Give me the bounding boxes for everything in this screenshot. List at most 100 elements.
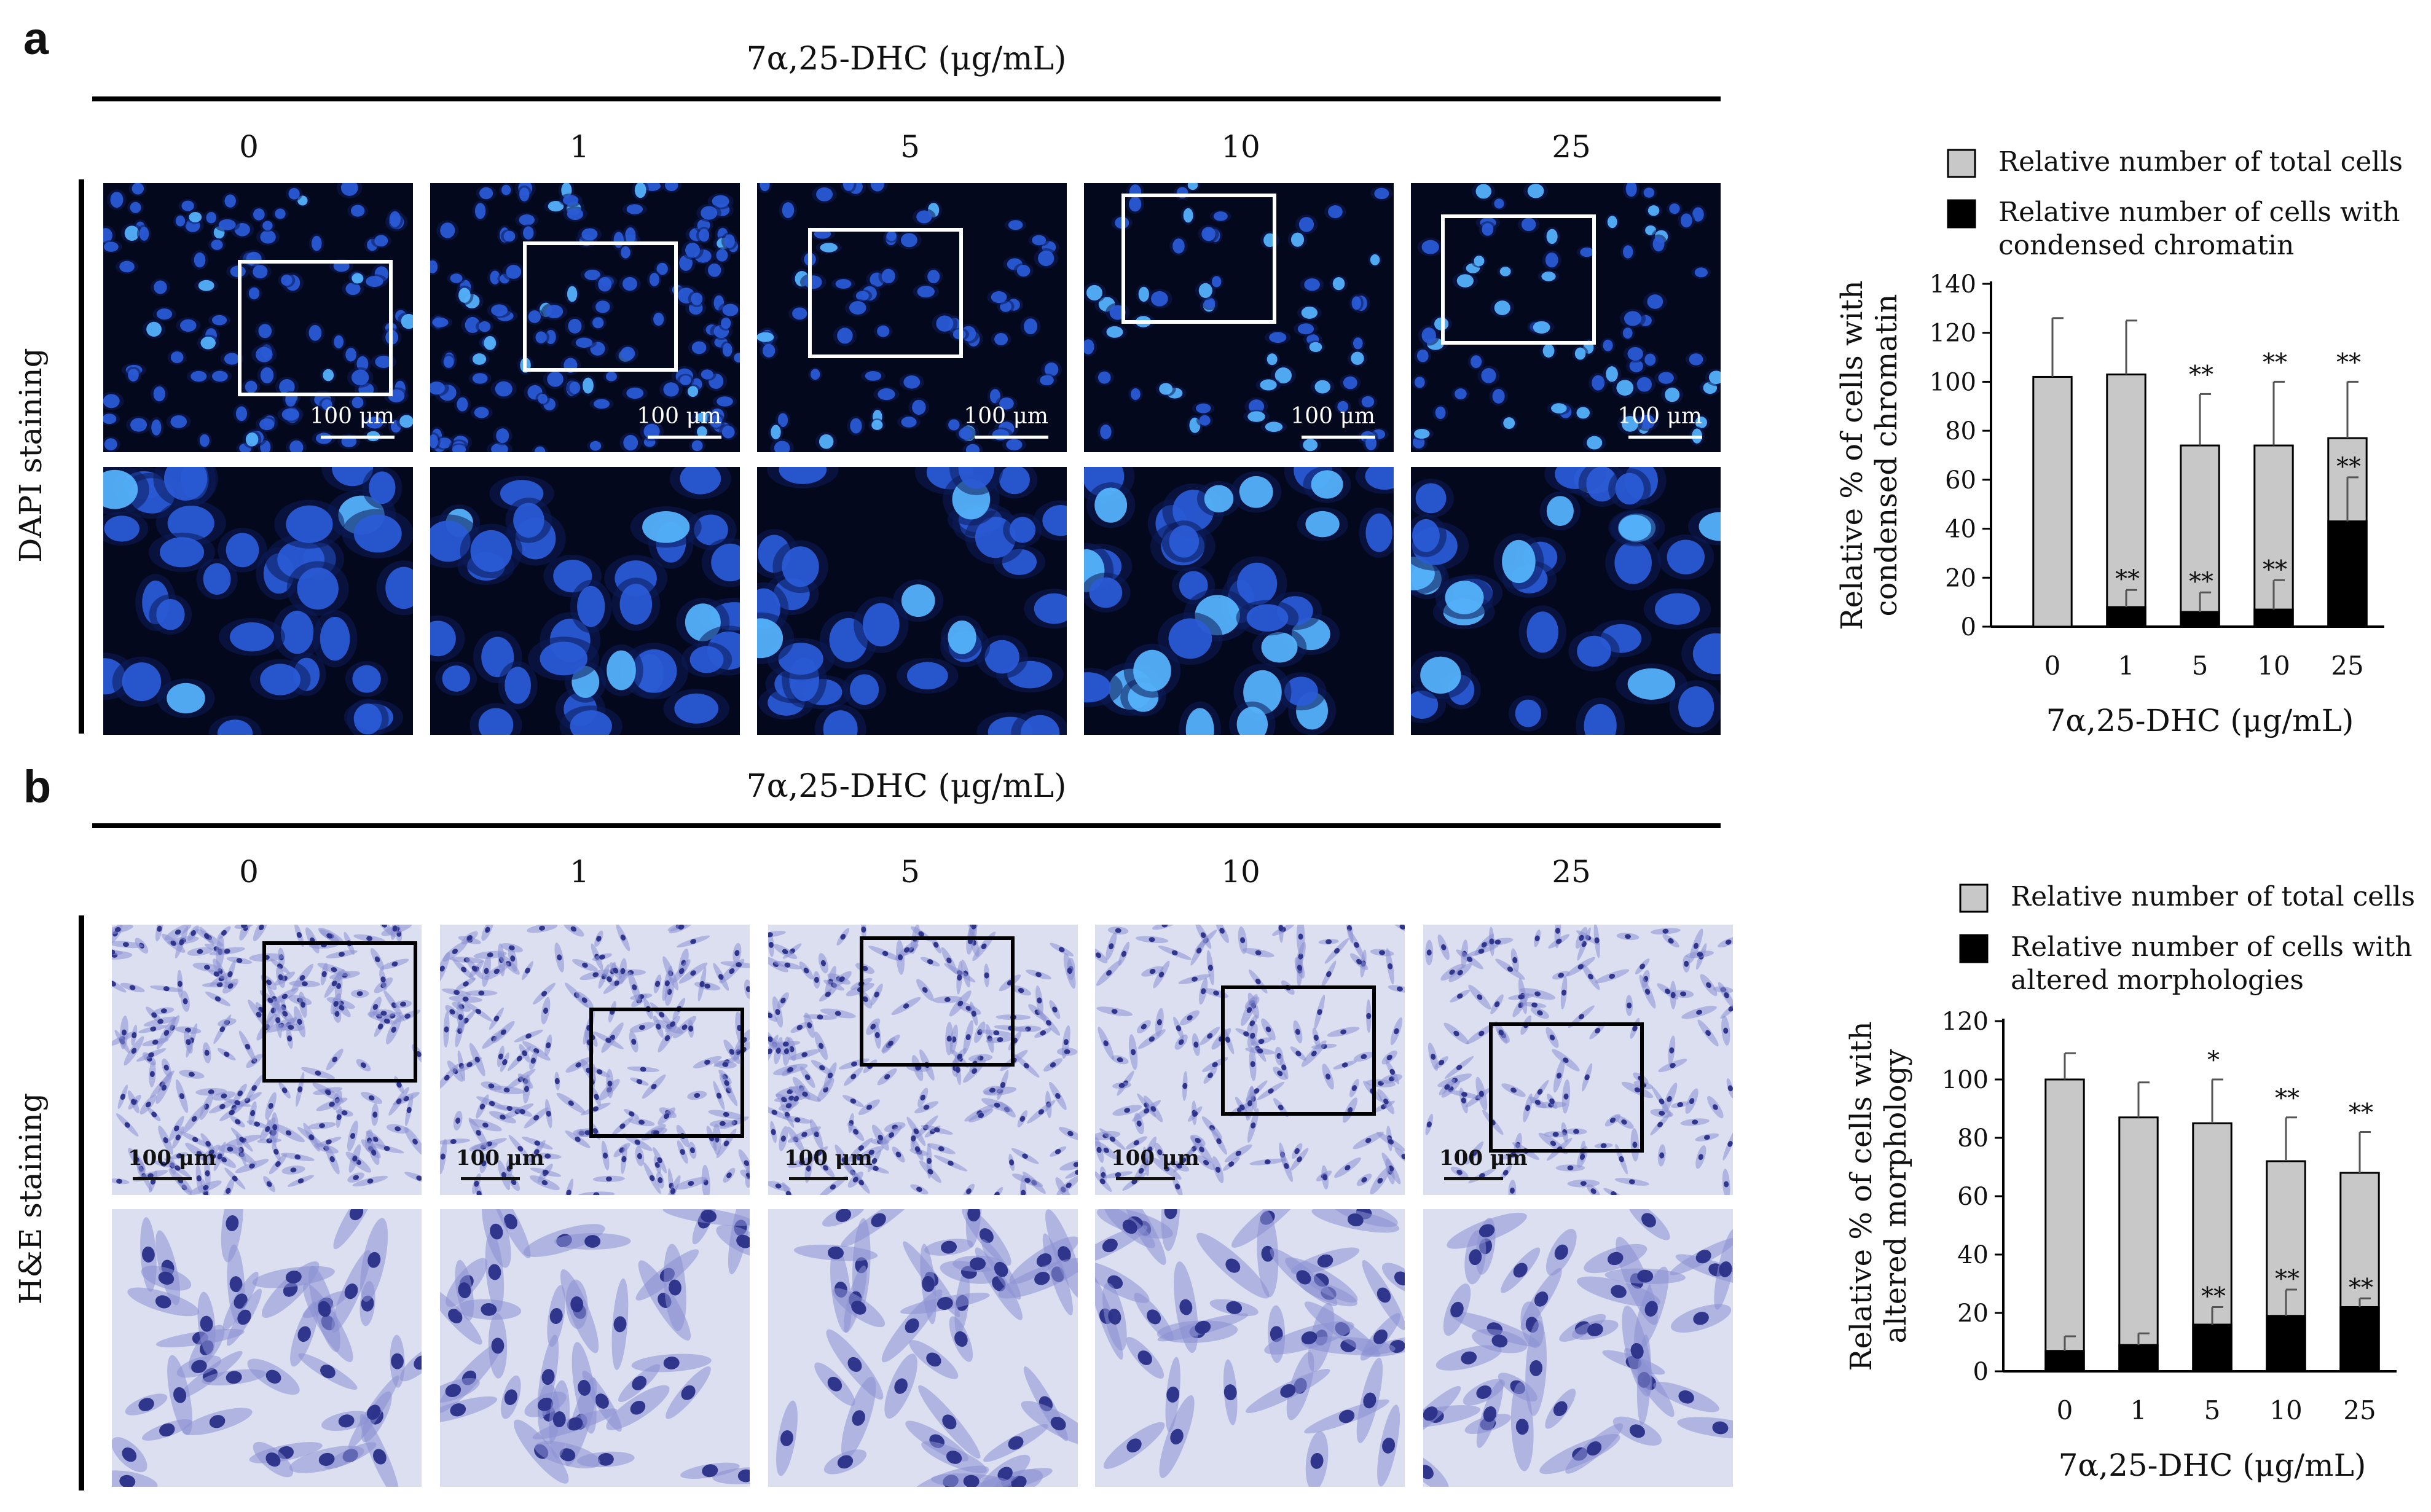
chart-a-xtick-label-25: 25 <box>2331 651 2363 681</box>
dapi-micrograph-overview-0: 100 μm <box>103 183 413 452</box>
he-micrograph-overview-0: 100 μm <box>112 925 422 1195</box>
chart-b-xtick-label-5: 5 <box>2204 1395 2221 1425</box>
panel-b-row-rule <box>79 915 84 1490</box>
chart-b-annotation-0-5: * <box>2207 1046 2220 1075</box>
chart-a-legend-swatch-1 <box>1947 199 1976 229</box>
chart-a-xtick-label-0: 0 <box>2044 651 2061 681</box>
he-scale-bar-10 <box>1116 1177 1175 1180</box>
chart-b-ytick-label-3: 60 <box>1957 1183 1989 1211</box>
chart-b-legend-label-0: Relative number of total cells <box>2011 881 2415 912</box>
dapi-micrograph-overview-10: 100 μm <box>1084 183 1394 452</box>
panel-b-row-label: H&E staining <box>13 1092 49 1305</box>
panel-a-row-label: DAPI staining <box>13 348 49 563</box>
he-micrograph-zoom-10 <box>1095 1209 1405 1487</box>
chart-b-bar-1-1 <box>2118 1344 2159 1373</box>
chart-b-ytick-label-5: 100 <box>1942 1066 1989 1094</box>
chart-a-legend-label-0: Relative number of total cells <box>1998 146 2403 178</box>
panel-a-dose-1: 1 <box>570 129 589 165</box>
dapi-micrograph-zoom-0 <box>103 467 413 735</box>
chart-a-ytick-label-2: 40 <box>1945 515 1976 544</box>
panel-b-dose-5: 5 <box>900 854 920 890</box>
panel-a-dose-25: 25 <box>1552 129 1591 165</box>
dapi-micrograph-overview-5: 100 μm <box>757 183 1067 452</box>
chart-b-bar-1-10 <box>2266 1315 2306 1373</box>
chart-a-ytick-label-1: 20 <box>1945 564 1976 592</box>
panel-b-letter: b <box>23 761 52 812</box>
chart-b-bar-1-0 <box>2044 1350 2085 1373</box>
he-micrograph-overview-1: 100 μm <box>440 925 750 1195</box>
chart-a-ytick-label-3: 60 <box>1945 466 1976 495</box>
panel-b-dose-0: 0 <box>239 854 259 890</box>
dapi-micrograph-overview-25: 100 μm <box>1411 183 1721 452</box>
panel-a-dose-10: 10 <box>1221 129 1260 165</box>
chart-a-xtick-label-10: 10 <box>2257 651 2290 681</box>
chart-altered-morphology: Relative number of total cells Relative n… <box>1807 872 2421 1499</box>
chart-a-ytick-label-4: 80 <box>1945 417 1976 445</box>
chart-b-annotation-0-10: ** <box>2275 1084 2299 1113</box>
chart-a-annotation-1-5: ** <box>2189 568 2213 596</box>
chart-a-xtick-label-1: 1 <box>2118 651 2135 681</box>
dapi-scale-label-0: 100 μm <box>310 404 395 429</box>
he-micrograph-overview-5: 100 μm <box>768 925 1078 1195</box>
chart-b-xtick-label-10: 10 <box>2269 1395 2302 1425</box>
he-scale-label-10: 100 μm <box>1111 1146 1200 1170</box>
chart-b-xtick-label-25: 25 <box>2343 1395 2376 1425</box>
he-micrograph-zoom-1 <box>440 1209 750 1487</box>
panel-b-dose-25: 25 <box>1552 854 1591 890</box>
chart-a-ytick-label-0: 0 <box>1961 613 1976 641</box>
chart-altered-morphology-svg: Relative number of total cells Relative n… <box>1844 881 2415 1483</box>
chart-a-bar-1-1 <box>2106 606 2146 628</box>
dapi-scale-label-10: 100 μm <box>1290 404 1375 429</box>
chart-a-ytick-label-7: 140 <box>1930 270 1976 299</box>
chart-b-bar-1-5 <box>2192 1323 2233 1373</box>
chart-a-bar-1-10 <box>2253 608 2294 628</box>
he-micrograph-zoom-25 <box>1423 1209 1733 1487</box>
dapi-scale-bar-5 <box>975 436 1048 439</box>
chart-b-xtick-label-0: 0 <box>2057 1395 2073 1425</box>
dapi-micrograph-zoom-25 <box>1411 467 1721 735</box>
panel-b-dose-10: 10 <box>1221 854 1260 890</box>
dapi-scale-bar-10 <box>1302 436 1375 439</box>
chart-condensed-chromatin: Relative number of total cells Relative n… <box>1807 135 2421 756</box>
panel-a-letter: a <box>23 13 49 64</box>
he-micrograph-overview-10: 100 μm <box>1095 925 1405 1195</box>
panel-a-dose-5: 5 <box>900 129 920 165</box>
dapi-scale-bar-1 <box>648 436 721 439</box>
chart-b-annotation-1-10: ** <box>2275 1265 2299 1293</box>
he-micrograph-zoom-5 <box>768 1209 1078 1487</box>
panel-a-header-rule <box>92 96 1721 101</box>
panel-a-dose-0: 0 <box>239 129 259 165</box>
dapi-scale-label-1: 100 μm <box>637 404 721 429</box>
he-scale-bar-25 <box>1444 1177 1503 1180</box>
dapi-micrograph-overview-1: 100 μm <box>430 183 740 452</box>
dapi-micrograph-zoom-5 <box>757 467 1067 735</box>
he-scale-label-5: 100 μm <box>784 1146 873 1170</box>
panel-a-treatment-header: 7α,25-DHC (μg/mL) <box>746 41 1067 77</box>
chart-a-xtick-label-5: 5 <box>2192 651 2209 681</box>
he-scale-label-0: 100 μm <box>128 1146 216 1170</box>
he-scale-label-1: 100 μm <box>456 1146 544 1170</box>
chart-b-legend-swatch-0 <box>1959 883 1989 913</box>
chart-b-legend-swatch-1 <box>1959 934 1989 963</box>
chart-a-xlabel: 7α,25-DHC (μg/mL) <box>2046 703 2354 738</box>
chart-a-legend-label-1: Relative number of cells with condensed c… <box>1998 197 2400 261</box>
panel-b-dose-1: 1 <box>570 854 589 890</box>
chart-b-ytick-label-1: 20 <box>1957 1299 1989 1328</box>
panel-a-row-rule <box>79 179 84 734</box>
chart-b-ytick-label-0: 0 <box>1973 1358 1989 1386</box>
he-scale-label-25: 100 μm <box>1439 1146 1528 1170</box>
panel-b-header-rule <box>92 823 1721 828</box>
chart-b-ytick-label-2: 40 <box>1957 1241 1989 1269</box>
chart-b-annotation-1-5: ** <box>2201 1283 2226 1311</box>
dapi-scale-bar-0 <box>321 436 395 439</box>
he-scale-bar-5 <box>789 1177 848 1180</box>
chart-b-annotation-1-25: ** <box>2349 1274 2373 1302</box>
chart-a-annotation-0-25: ** <box>2336 348 2361 377</box>
chart-b-ylabel: Relative % of cells withaltered morpholo… <box>1844 1021 1913 1371</box>
chart-a-bar-1-25 <box>2327 520 2368 628</box>
he-scale-bar-0 <box>133 1177 192 1180</box>
dapi-scale-label-5: 100 μm <box>964 404 1048 429</box>
dapi-micrograph-zoom-10 <box>1084 467 1394 735</box>
chart-a-annotation-1-1: ** <box>2115 565 2140 593</box>
chart-a-ytick-label-6: 120 <box>1930 319 1976 348</box>
